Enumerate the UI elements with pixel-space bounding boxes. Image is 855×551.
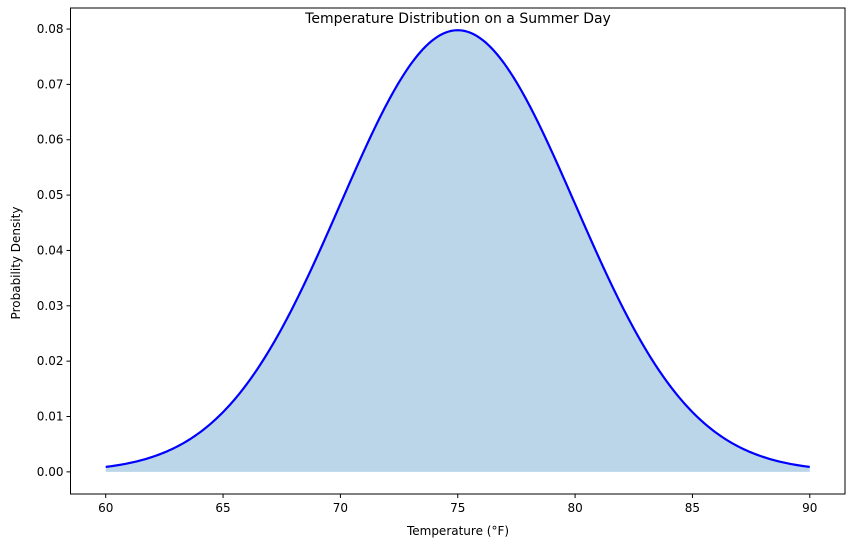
y-tick-label: 0.04	[37, 243, 64, 257]
y-tick-label: 0.07	[37, 77, 64, 91]
x-tick-label: 75	[450, 501, 465, 515]
density-fill-area	[105, 30, 810, 472]
x-tick-label: 80	[567, 501, 582, 515]
y-axis-label: Probability Density	[9, 207, 23, 320]
x-tick-label: 60	[98, 501, 113, 515]
y-tick-label: 0.02	[37, 354, 64, 368]
chart-title: Temperature Distribution on a Summer Day	[304, 11, 611, 27]
y-tick-label: 0.03	[37, 299, 64, 313]
y-tick-label: 0.01	[37, 410, 64, 424]
x-tick-label: 70	[333, 501, 348, 515]
x-tick-label: 85	[685, 501, 700, 515]
density-curve-line	[105, 29, 810, 469]
x-tick-label: 65	[215, 501, 230, 515]
y-tick-label: 0.06	[37, 133, 64, 147]
x-axis-label: Temperature (°F)	[406, 524, 509, 538]
y-tick-label: 0.00	[37, 465, 64, 479]
x-tick-label: 90	[802, 501, 817, 515]
y-tick-label: 0.08	[37, 22, 64, 36]
y-tick-label: 0.05	[37, 188, 64, 202]
